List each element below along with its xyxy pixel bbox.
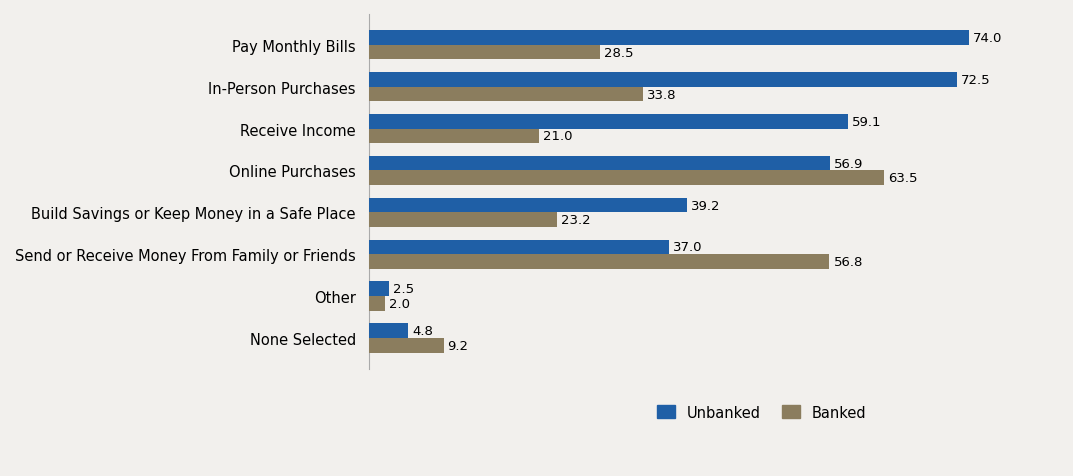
Bar [369, 255, 829, 269]
Text: 63.5: 63.5 [887, 172, 917, 185]
Text: 2.5: 2.5 [394, 283, 414, 296]
Bar [369, 73, 957, 88]
Bar [369, 213, 557, 228]
Bar [369, 129, 539, 144]
Text: 23.2: 23.2 [561, 214, 591, 227]
Bar [369, 338, 443, 353]
Legend: Unbanked, Banked: Unbanked, Banked [651, 399, 872, 426]
Text: 56.8: 56.8 [834, 256, 863, 268]
Text: 37.0: 37.0 [673, 241, 703, 254]
Text: 39.2: 39.2 [691, 199, 720, 212]
Bar [369, 31, 969, 46]
Bar [369, 115, 848, 129]
Bar [369, 324, 408, 338]
Text: 28.5: 28.5 [604, 47, 633, 60]
Text: 72.5: 72.5 [960, 74, 990, 87]
Text: 59.1: 59.1 [852, 116, 882, 129]
Bar [369, 171, 884, 186]
Text: 2.0: 2.0 [389, 298, 410, 310]
Bar [369, 282, 389, 297]
Text: 9.2: 9.2 [447, 339, 469, 352]
Text: 74.0: 74.0 [973, 32, 1002, 45]
Bar [369, 240, 668, 255]
Bar [369, 88, 643, 102]
Text: 4.8: 4.8 [412, 325, 432, 337]
Bar [369, 198, 687, 213]
Text: 56.9: 56.9 [835, 157, 864, 170]
Bar [369, 46, 600, 60]
Bar [369, 297, 385, 311]
Bar [369, 157, 831, 171]
Text: 21.0: 21.0 [543, 130, 573, 143]
Text: 33.8: 33.8 [647, 89, 676, 101]
